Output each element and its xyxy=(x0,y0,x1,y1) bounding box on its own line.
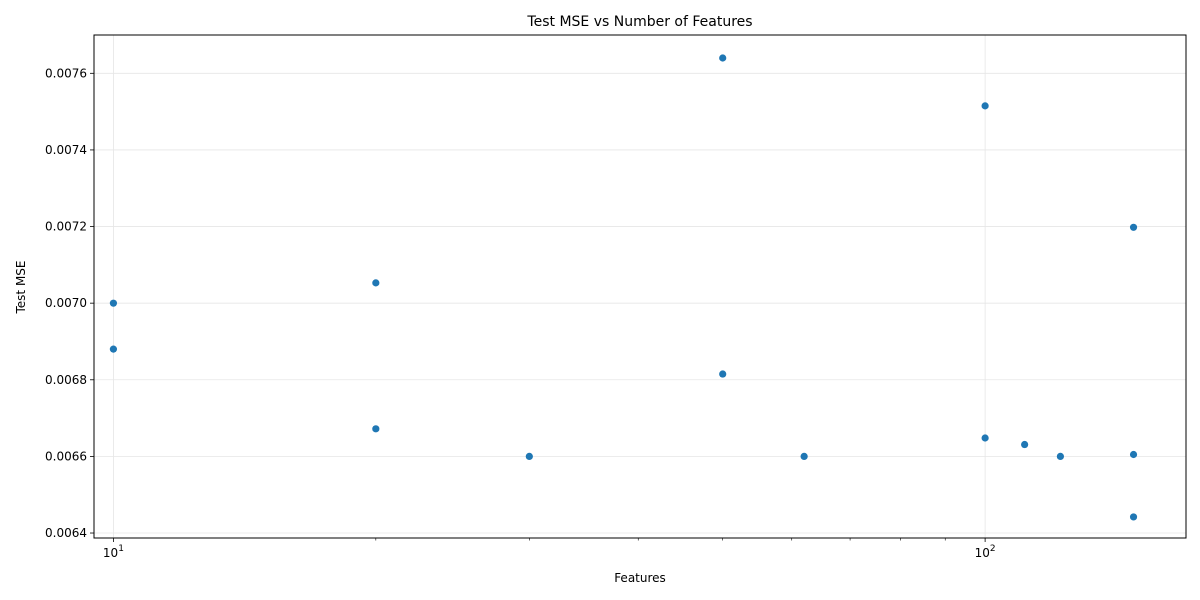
scatter-point xyxy=(525,452,533,461)
scatter-point xyxy=(109,345,118,353)
x-axis-ticks: 101 102 xyxy=(103,538,996,560)
y-tick-label: 0.0068 xyxy=(45,373,87,387)
x-tick-label: 102 xyxy=(975,544,996,560)
scatter-point xyxy=(800,452,808,461)
data-points xyxy=(109,54,1138,521)
scatter-point xyxy=(1129,450,1138,459)
scatter-point xyxy=(1021,440,1029,449)
scatter-point xyxy=(1129,223,1138,231)
scatter-point xyxy=(1056,452,1064,461)
scatter-point xyxy=(719,370,727,378)
y-tick-label: 0.0072 xyxy=(45,220,87,234)
y-tick-label: 0.0076 xyxy=(45,66,87,80)
y-tick-label: 0.0066 xyxy=(45,449,87,463)
scatter-point xyxy=(1129,513,1138,521)
scatter-point xyxy=(109,299,118,307)
scatter-point xyxy=(981,434,989,442)
scatter-point xyxy=(372,279,380,287)
scatter-point xyxy=(981,102,989,110)
x-axis-label: Features xyxy=(614,571,666,585)
y-tick-label: 0.0074 xyxy=(45,143,87,157)
plot-frame xyxy=(93,34,1187,539)
chart-title: Test MSE vs Number of Features xyxy=(526,14,752,30)
x-tick-label: 101 xyxy=(103,544,124,560)
y-axis-ticks: 0.0064 0.0066 0.0068 0.0070 0.0072 0.0074 0.00… xyxy=(45,66,94,540)
y-tick-label: 0.0070 xyxy=(45,296,87,310)
scatter-point xyxy=(719,54,727,62)
y-axis-label: Test MSE xyxy=(14,261,28,315)
y-tick-label: 0.0064 xyxy=(45,526,87,540)
scatter-point xyxy=(372,425,380,433)
grid-lines xyxy=(94,35,1186,538)
